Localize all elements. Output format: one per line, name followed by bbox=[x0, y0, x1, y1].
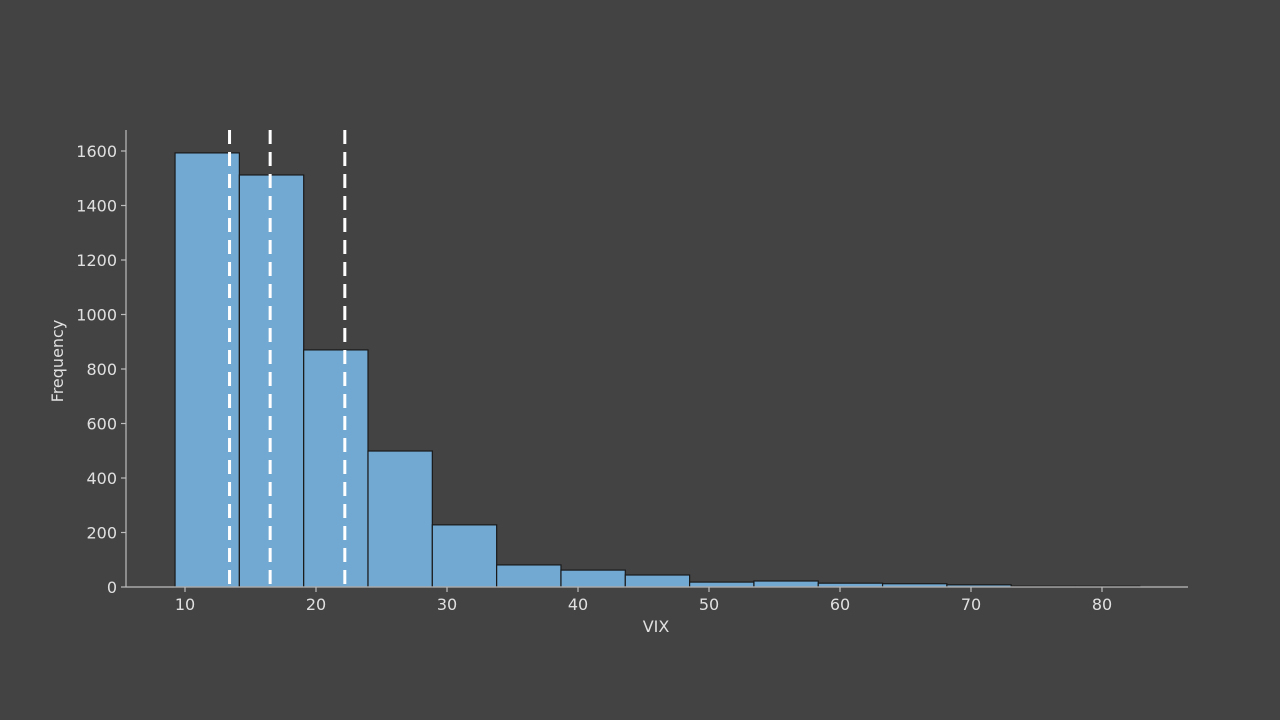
y-tick-label: 1200 bbox=[76, 251, 117, 270]
histogram-bar bbox=[303, 349, 369, 588]
x-tick-label: 50 bbox=[699, 595, 719, 614]
y-tick-label: 1000 bbox=[76, 306, 117, 325]
y-tick-label: 800 bbox=[86, 360, 117, 379]
x-tick-label: 30 bbox=[437, 595, 457, 614]
axes: 0 200 400 600 800 1000 1200 1400 1600 10 20 30 40 50 6… bbox=[76, 130, 1188, 614]
x-tick-label: 20 bbox=[306, 595, 326, 614]
y-tick-label: 0 bbox=[107, 578, 117, 597]
histogram-bar bbox=[496, 564, 562, 588]
y-tick-label: 1600 bbox=[76, 142, 117, 161]
histogram-bar bbox=[560, 569, 626, 588]
histogram-bar bbox=[753, 580, 819, 588]
x-tick-label: 40 bbox=[568, 595, 588, 614]
histogram-bar bbox=[689, 581, 755, 588]
x-tick-label: 10 bbox=[175, 595, 195, 614]
y-tick-label: 1400 bbox=[76, 197, 117, 216]
x-tick-label: 70 bbox=[961, 595, 981, 614]
histogram-bar bbox=[367, 450, 433, 588]
percentile-lines bbox=[228, 130, 347, 587]
y-tick-label: 600 bbox=[86, 415, 117, 434]
histogram-bar bbox=[431, 524, 498, 588]
histogram-bars bbox=[174, 152, 1141, 588]
y-axis-title: Frequency bbox=[48, 320, 67, 403]
x-axis-title: VIX bbox=[643, 617, 670, 636]
y-tick-label: 400 bbox=[86, 469, 117, 488]
y-tick-label: 200 bbox=[86, 524, 117, 543]
x-tick-label: 60 bbox=[830, 595, 850, 614]
histogram-bar bbox=[624, 574, 691, 588]
x-tick-label: 80 bbox=[1092, 595, 1112, 614]
